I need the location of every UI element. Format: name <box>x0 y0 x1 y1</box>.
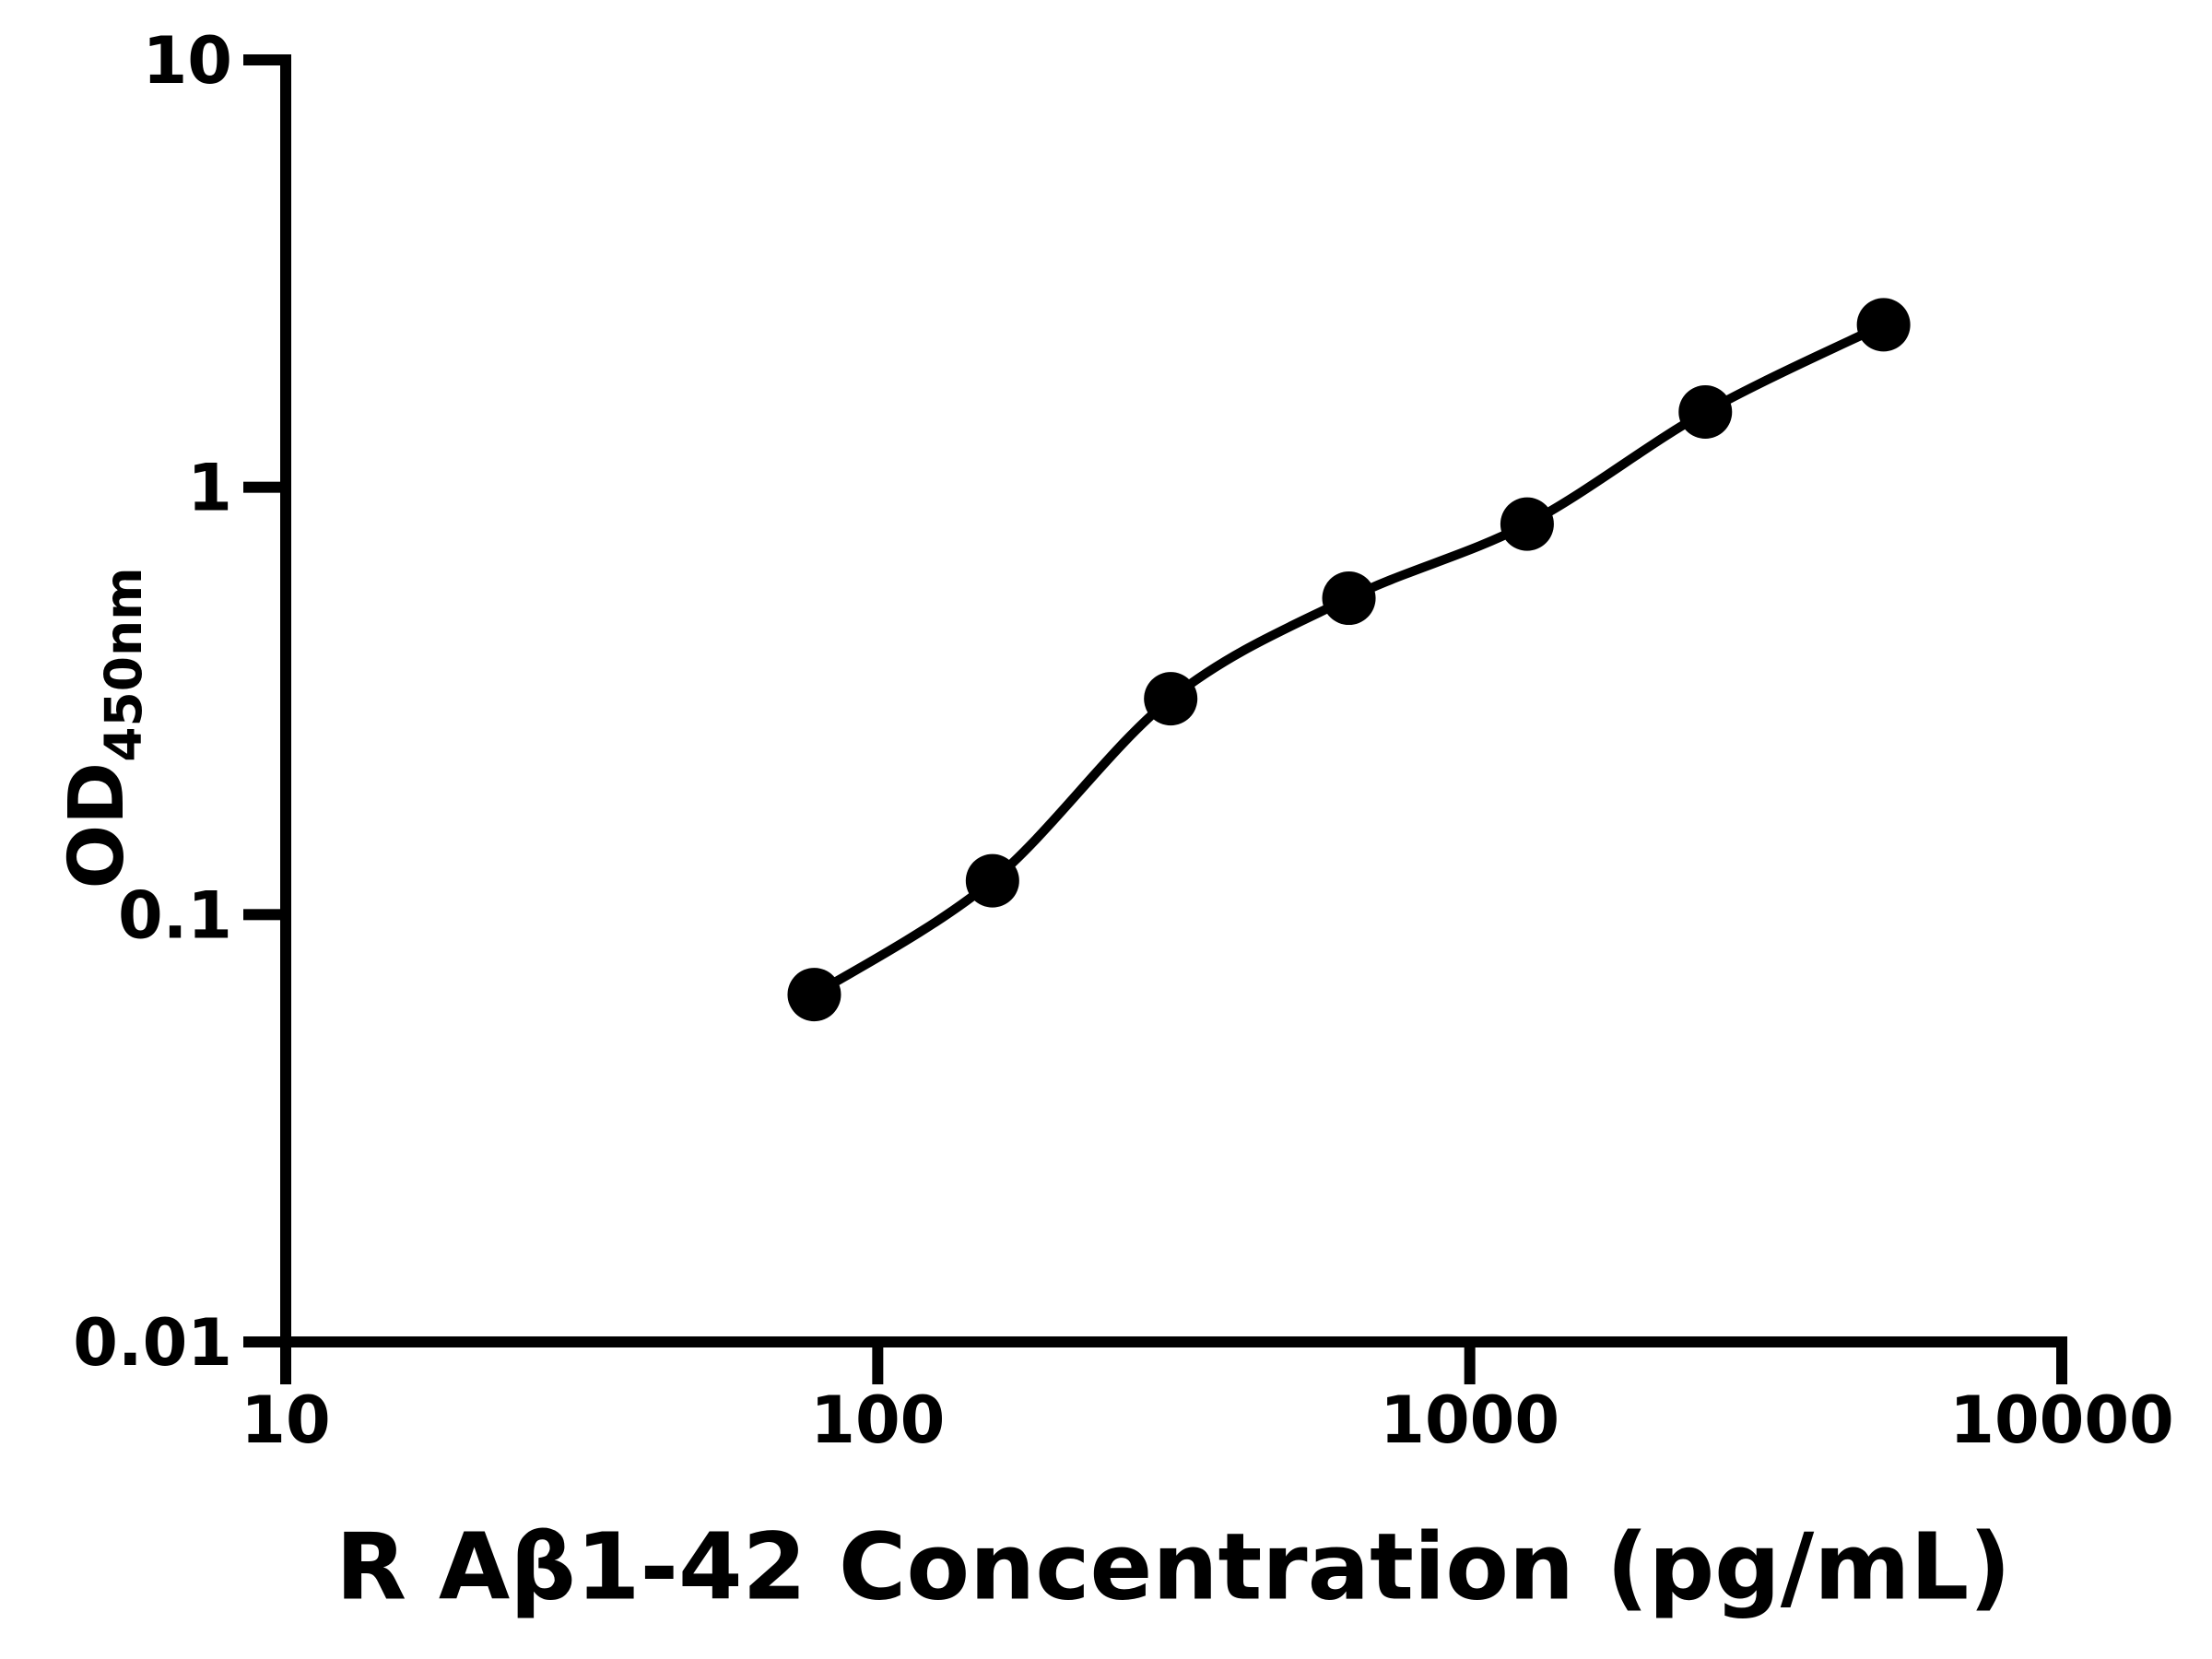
data-point-marker <box>1856 298 1911 352</box>
y-axis-title-main: OD <box>53 761 141 889</box>
y-tick <box>243 54 286 65</box>
data-point-marker <box>965 853 1019 908</box>
y-tick-label: 10 <box>143 23 232 99</box>
y-tick-label: 1 <box>187 451 232 526</box>
y-axis-title-subscript: 450nm <box>94 567 153 762</box>
x-tick <box>872 1342 884 1384</box>
x-axis-title: R Aβ1-42 Concentration (pg/mL) <box>335 1513 2011 1621</box>
data-point-marker <box>1678 385 1733 440</box>
x-axis-title-text: R Aβ1-42 Concentration (pg/mL) <box>335 1512 2011 1621</box>
x-tick-label: 100 <box>810 1382 945 1458</box>
y-axis-line <box>280 54 291 1384</box>
data-point-marker <box>1500 497 1554 551</box>
y-tick-label: 0.01 <box>73 1305 232 1381</box>
y-tick <box>243 481 286 493</box>
y-axis-title: OD450nm <box>53 567 153 888</box>
x-axis-line <box>280 1336 2067 1347</box>
x-tick <box>2056 1342 2067 1384</box>
data-point-marker <box>1144 672 1198 726</box>
data-point-marker <box>787 968 841 1022</box>
x-tick-label: 10 <box>241 1382 330 1458</box>
y-tick <box>243 1336 286 1347</box>
y-tick-label: 0.1 <box>118 877 232 953</box>
x-tick-label: 1000 <box>1380 1382 1559 1458</box>
data-point-marker <box>1322 571 1376 626</box>
x-tick <box>280 1342 291 1384</box>
y-tick <box>243 909 286 921</box>
x-tick <box>1464 1342 1476 1384</box>
x-tick-label: 10000 <box>1949 1382 2174 1458</box>
